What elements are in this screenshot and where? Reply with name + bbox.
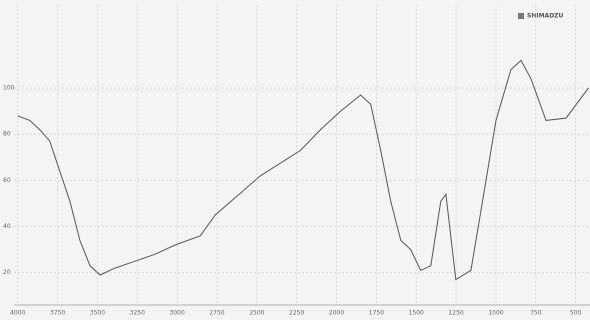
x-tick-label: 2250 bbox=[289, 310, 304, 317]
x-tick-label: 500 bbox=[570, 310, 582, 317]
y-tick-label: 40 bbox=[3, 223, 11, 230]
x-tick-label: 3750 bbox=[50, 310, 65, 317]
x-tick-label: 3000 bbox=[170, 310, 185, 317]
y-tick-label: 100 bbox=[3, 85, 15, 92]
x-tick-label: 2000 bbox=[329, 310, 344, 317]
x-tick-label: 1500 bbox=[409, 310, 424, 317]
x-tick-label: 4000 bbox=[10, 310, 25, 317]
y-tick-label: 20 bbox=[3, 269, 11, 276]
y-tick-label: 80 bbox=[3, 131, 11, 138]
x-tick-label: 750 bbox=[530, 310, 542, 317]
x-tick-label: 1000 bbox=[488, 310, 503, 317]
spectrum-line bbox=[17, 59, 589, 281]
logo-icon bbox=[518, 13, 524, 19]
x-tick-label: 1750 bbox=[369, 310, 384, 317]
x-tick-label: 1250 bbox=[448, 310, 463, 317]
x-tick-label: 2750 bbox=[209, 310, 224, 317]
logo: SHIMADZU bbox=[527, 13, 564, 20]
x-tick-label: 3250 bbox=[130, 310, 145, 317]
x-tick-label: 2500 bbox=[249, 310, 264, 317]
x-tick-label: 3500 bbox=[90, 310, 105, 317]
y-tick-label: 60 bbox=[3, 177, 11, 184]
